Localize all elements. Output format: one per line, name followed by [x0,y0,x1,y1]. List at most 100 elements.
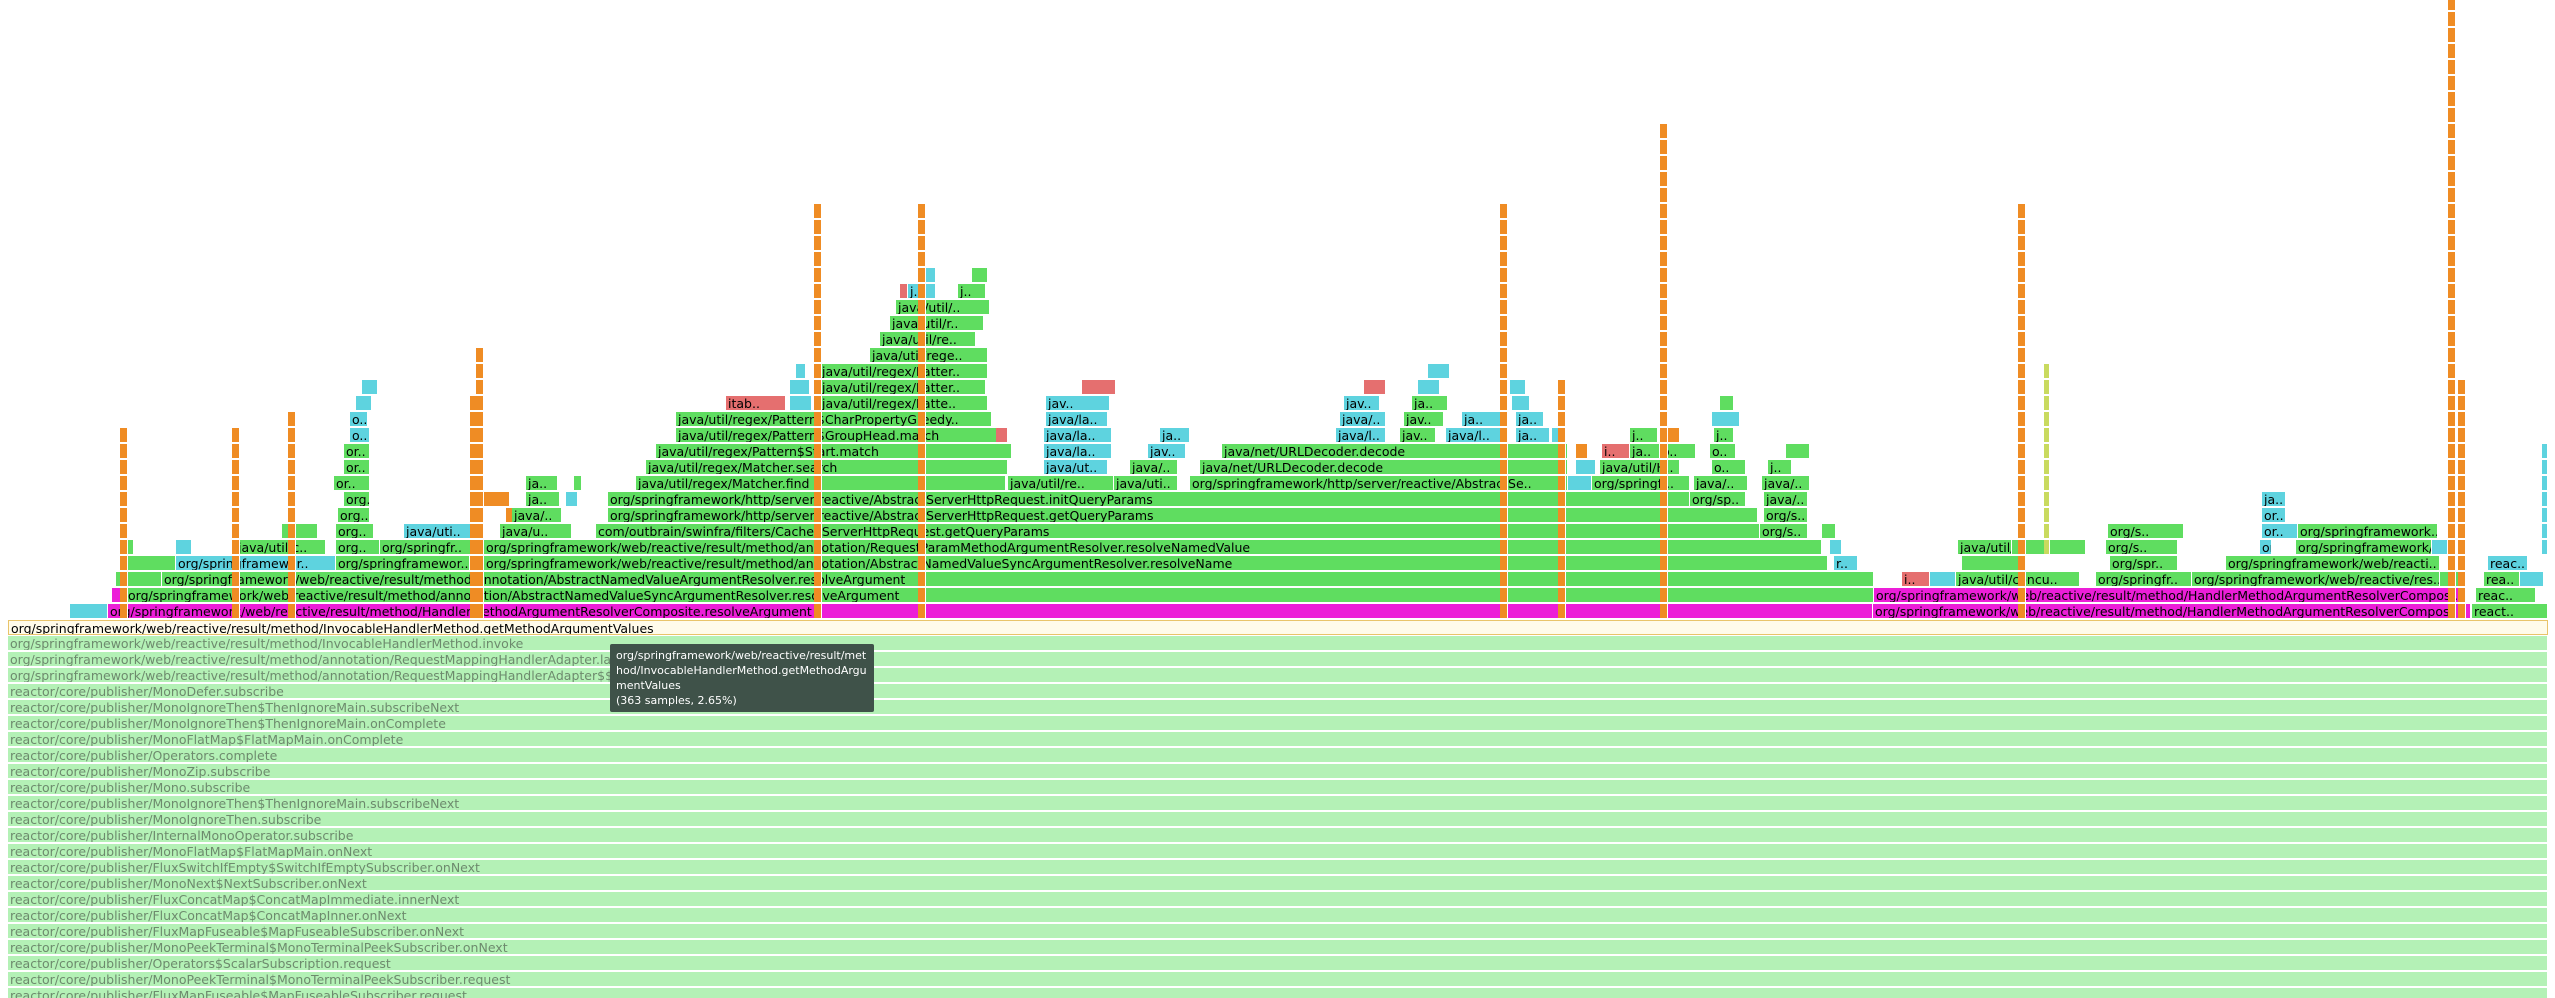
ancestor-frame[interactable]: reactor/core/publisher/InternalMonoOpera… [8,828,2548,843]
flame-frame[interactable]: java/.. [1694,476,1748,491]
flame-frame[interactable] [2018,492,2026,507]
flame-frame[interactable] [2542,540,2548,555]
flame-frame[interactable] [1558,524,1566,539]
flame-frame[interactable] [1666,428,1680,443]
flame-frame[interactable]: java/l.. [1336,428,1386,443]
flame-frame[interactable] [1660,412,1668,427]
flame-frame[interactable] [918,540,926,555]
flame-frame[interactable] [232,604,240,619]
flame-frame[interactable] [2448,188,2456,203]
flame-frame[interactable]: org/springframewor.. [336,556,470,571]
flame-frame[interactable] [2044,492,2050,507]
flame-frame[interactable]: org/springframework/web/reactive/result/… [162,572,1874,587]
flame-frame[interactable] [2432,540,2448,555]
ancestor-frame[interactable]: reactor/core/publisher/MonoDefer.subscri… [8,684,2548,699]
flame-frame[interactable] [2018,604,2026,619]
flame-frame[interactable] [814,268,822,283]
flame-frame[interactable] [476,476,484,491]
flame-frame[interactable] [1660,252,1668,267]
flame-frame[interactable] [288,444,296,459]
flame-frame[interactable] [2542,492,2548,507]
flame-frame[interactable] [918,476,926,491]
flame-frame[interactable] [2458,444,2466,459]
flame-frame[interactable] [2458,492,2466,507]
flame-frame[interactable] [1558,444,1566,459]
flame-frame[interactable] [796,364,806,379]
flame-frame[interactable] [1568,476,1592,491]
flame-frame[interactable]: java/util/rege.. [870,348,988,363]
flame-frame[interactable]: org/springframework/web/reacti.. [2296,540,2432,555]
flame-frame[interactable] [918,444,926,459]
flame-frame[interactable] [2448,572,2456,587]
flame-frame[interactable] [918,204,926,219]
flame-frame[interactable]: java/.. [1130,460,1178,475]
flame-frame[interactable] [1364,380,1386,395]
flame-frame[interactable] [918,220,926,235]
flame-frame[interactable] [918,524,926,539]
ancestor-frame[interactable]: reactor/core/publisher/MonoNext$NextSubs… [8,876,2548,891]
flame-frame[interactable] [1660,572,1668,587]
flame-frame[interactable] [814,540,822,555]
flame-frame[interactable] [2458,380,2466,395]
flame-frame[interactable] [1660,220,1668,235]
flame-frame[interactable] [476,588,484,603]
flame-frame[interactable] [2448,124,2456,139]
flame-frame[interactable]: or.. [344,444,370,459]
flame-frame[interactable]: org/springframework/http/server/reactive… [1190,476,1568,491]
flame-frame[interactable] [2018,460,2026,475]
flame-frame[interactable] [2018,204,2026,219]
flame-frame[interactable] [2448,300,2456,315]
flame-frame[interactable] [814,476,822,491]
flame-frame[interactable] [120,476,128,491]
flame-frame[interactable] [2044,540,2050,555]
flame-frame[interactable]: java/la.. [1044,428,1112,443]
flame-frame[interactable]: or.. [344,460,370,475]
flame-frame[interactable] [1082,380,1116,395]
flame-frame[interactable] [1660,284,1668,299]
flame-frame[interactable] [1418,380,1440,395]
flame-frame[interactable] [2448,204,2456,219]
flame-frame[interactable]: java/.. [1762,476,1810,491]
flame-frame[interactable] [1500,556,1508,571]
flame-frame[interactable] [120,588,128,603]
flame-frame[interactable] [2018,332,2026,347]
flame-frame[interactable]: org/springframework/http/server/reactive… [608,508,1758,523]
flame-frame[interactable] [232,444,240,459]
flame-frame[interactable] [814,348,822,363]
flame-frame[interactable] [1500,508,1508,523]
flame-frame[interactable]: jav.. [1344,396,1380,411]
selected-frame[interactable]: org/springframework/web/reactive/result/… [8,620,2548,635]
flame-frame[interactable] [70,604,108,619]
flame-frame[interactable]: j.. [1768,460,1792,475]
flame-frame[interactable] [288,540,296,555]
flame-frame[interactable]: ja.. [526,492,560,507]
flame-frame[interactable]: org.. [338,508,370,523]
flame-frame[interactable]: jav.. [1046,396,1110,411]
flame-frame[interactable] [476,412,484,427]
ancestor-frame[interactable]: reactor/core/publisher/MonoPeekTerminal$… [8,940,2548,955]
flame-frame[interactable]: java/.. [1340,412,1386,427]
flame-frame[interactable]: react.. [2472,604,2548,619]
flame-frame[interactable] [814,300,822,315]
flame-frame[interactable] [2448,60,2456,75]
flame-frame[interactable] [288,604,296,619]
flame-frame[interactable]: ja.. [1462,412,1502,427]
flame-frame[interactable] [120,572,128,587]
flame-frame[interactable] [1500,524,1508,539]
flame-frame[interactable]: com/outbrain/swinfra/filters/CachedServe… [596,524,1760,539]
flame-frame[interactable] [1930,572,1956,587]
flame-frame[interactable] [232,556,240,571]
flame-frame[interactable] [2018,524,2026,539]
flame-frame[interactable] [1500,220,1508,235]
flame-frame[interactable]: i.. [1602,444,1630,459]
ancestor-frame[interactable]: reactor/core/publisher/MonoZip.subscribe [8,764,2548,779]
flame-frame[interactable] [476,348,484,363]
flame-frame[interactable] [2448,460,2456,475]
flame-frame[interactable] [2448,428,2456,443]
ancestor-frame[interactable]: reactor/core/publisher/MonoIgnoreThen$Th… [8,700,2548,715]
flame-frame[interactable] [2044,412,2050,427]
flame-frame[interactable] [1500,252,1508,267]
flame-frame[interactable]: j.. [1714,428,1734,443]
flame-frame[interactable] [1500,236,1508,251]
flame-frame[interactable]: org/springframework/web/reactive/res.. [2192,572,2440,587]
